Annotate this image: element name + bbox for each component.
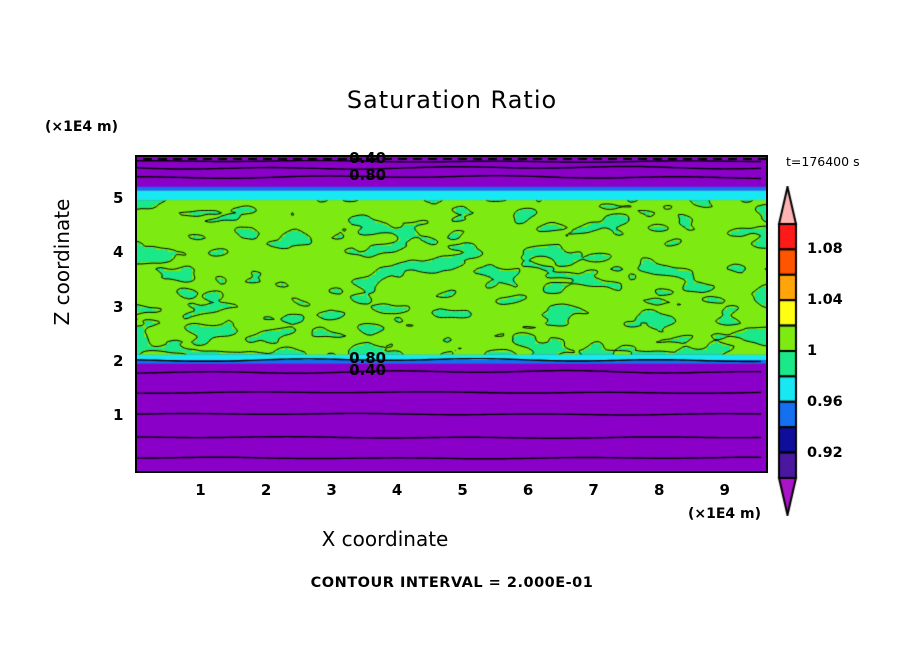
x-tick-label: 7 xyxy=(588,481,599,499)
y-tick-label: 3 xyxy=(113,297,124,316)
contour-plot-area xyxy=(135,155,768,473)
y-tick-label: 2 xyxy=(113,351,124,370)
colorbar-tick-label: 0.92 xyxy=(807,444,843,461)
colorbar-canvas xyxy=(775,186,815,516)
x-tick-label: 5 xyxy=(457,481,468,499)
time-annotation: t=176400 s xyxy=(786,154,860,169)
chart-title: Saturation Ratio xyxy=(346,86,558,114)
contour-value-label: 0.40 xyxy=(349,360,387,379)
x-tick-label: 2 xyxy=(260,481,272,499)
x-tick-label: 8 xyxy=(653,481,665,499)
x-tick-label: 3 xyxy=(326,481,337,499)
colorbar-tick-label: 1.04 xyxy=(807,292,843,309)
contour-value-label: 0.80 xyxy=(349,166,387,185)
colorbar-tick-label: 1.08 xyxy=(807,241,843,258)
contour-value-label: 0.80 xyxy=(349,349,387,368)
y-tick-label: 1 xyxy=(113,405,124,424)
x-tick-label: 6 xyxy=(522,481,534,499)
y-tick-label: 4 xyxy=(113,243,124,262)
contour-interval-note: CONTOUR INTERVAL = 2.000E-01 xyxy=(310,575,594,591)
contour-field-canvas xyxy=(137,157,766,471)
colorbar-tick-label: 1 xyxy=(807,343,818,359)
x-tick-label: 1 xyxy=(195,481,206,499)
x-tick-label: 4 xyxy=(391,481,403,499)
y-axis-unit-label: (×1E4 m) xyxy=(45,119,119,135)
x-tick-label: 9 xyxy=(719,481,730,499)
x-axis-unit-label: (×1E4 m) xyxy=(688,506,762,522)
colorbar-tick-label: 0.96 xyxy=(807,393,843,410)
contour-value-label: 0.40 xyxy=(349,148,387,167)
y-axis-title: Z coordinate xyxy=(50,198,74,326)
x-axis-title: X coordinate xyxy=(321,527,449,551)
colorbar: 1.08 1.04 1 0.96 0.92 xyxy=(775,186,843,516)
y-tick-label: 5 xyxy=(113,189,124,208)
